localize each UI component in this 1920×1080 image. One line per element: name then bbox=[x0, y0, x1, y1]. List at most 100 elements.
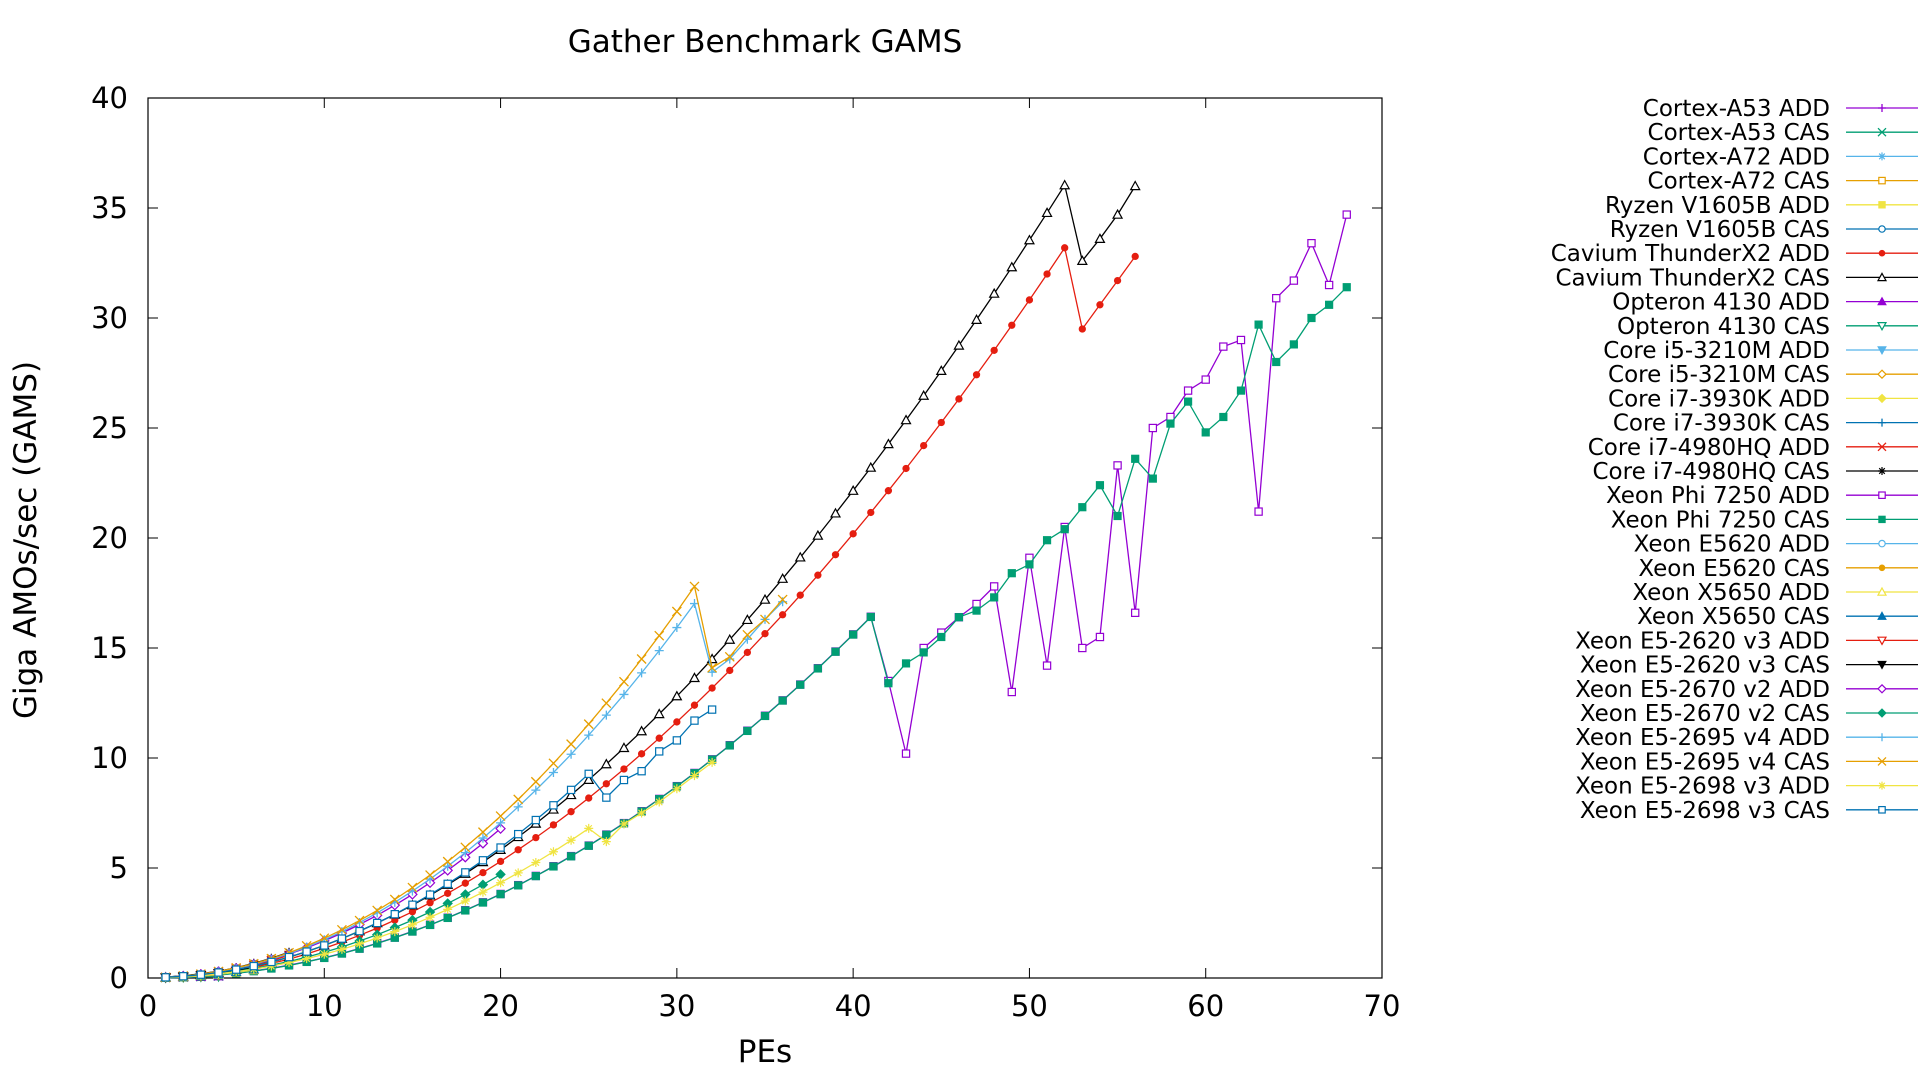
data-point bbox=[567, 808, 575, 816]
data-point bbox=[708, 684, 716, 692]
legend-item: Ryzen V1605B CAS bbox=[1610, 217, 1918, 243]
data-point bbox=[585, 794, 593, 802]
x-tick-label: 10 bbox=[306, 989, 343, 1023]
data-point bbox=[1078, 643, 1087, 653]
data-point bbox=[1043, 270, 1051, 278]
data-point bbox=[831, 551, 840, 559]
data-point bbox=[988, 287, 1000, 298]
data-point bbox=[672, 784, 682, 794]
plot-border bbox=[147, 97, 1383, 979]
data-point bbox=[1307, 313, 1316, 323]
data-point bbox=[444, 889, 452, 897]
data-point bbox=[637, 668, 647, 678]
data-point bbox=[972, 606, 981, 615]
data-point bbox=[513, 802, 523, 812]
data-point bbox=[1025, 296, 1034, 304]
legend-item: Xeon E5-2695 v4 ADD bbox=[1575, 725, 1918, 751]
legend-item: Xeon E5620 CAS bbox=[1638, 556, 1918, 582]
data-point bbox=[813, 664, 822, 673]
legend-label: Xeon E5-2695 v4 CAS bbox=[1580, 749, 1830, 775]
data-point bbox=[1023, 234, 1035, 245]
legend-item: Core i5-3210M CAS bbox=[1608, 362, 1918, 388]
data-point bbox=[742, 629, 753, 640]
data-point bbox=[1254, 320, 1263, 329]
data-point bbox=[935, 365, 947, 375]
data-point bbox=[814, 571, 822, 579]
legend-item: Xeon E5-2670 v2 ADD bbox=[1575, 677, 1918, 703]
data-point bbox=[426, 899, 434, 907]
data-point bbox=[1059, 179, 1071, 190]
data-point bbox=[990, 346, 998, 354]
data-point bbox=[566, 785, 576, 795]
data-point bbox=[443, 904, 453, 914]
data-point bbox=[1112, 208, 1124, 219]
legend-label: Cortex-A72 ADD bbox=[1643, 144, 1830, 170]
data-point bbox=[671, 606, 682, 617]
data-point bbox=[1877, 660, 1887, 670]
data-point bbox=[1877, 393, 1887, 404]
data-point bbox=[407, 920, 417, 930]
data-point bbox=[514, 881, 523, 890]
data-point bbox=[901, 749, 911, 758]
data-point bbox=[461, 879, 469, 887]
data-point bbox=[179, 972, 188, 981]
series-xeon-e5-2698-v3-cas bbox=[161, 705, 717, 982]
data-point bbox=[829, 507, 842, 518]
data-point bbox=[741, 614, 753, 625]
data-point bbox=[1025, 560, 1034, 569]
data-point bbox=[743, 726, 752, 736]
data-point bbox=[1094, 233, 1106, 243]
data-point bbox=[689, 581, 700, 592]
data-point bbox=[336, 924, 347, 935]
data-point bbox=[1272, 294, 1281, 303]
data-point bbox=[514, 846, 522, 854]
legend-item: Xeon Phi 7250 ADD bbox=[1606, 483, 1918, 509]
legend-item: Xeon E5-2695 v4 CAS bbox=[1580, 749, 1918, 775]
data-point bbox=[495, 869, 506, 880]
data-point bbox=[548, 768, 558, 778]
data-point bbox=[320, 941, 329, 950]
y-tick-label: 10 bbox=[91, 741, 128, 775]
data-point bbox=[460, 896, 470, 906]
data-point bbox=[654, 646, 664, 656]
legend-item: Cortex-A53 ADD bbox=[1643, 96, 1918, 122]
data-point bbox=[937, 418, 945, 427]
series-cavium-thunderx2-add bbox=[161, 244, 1139, 982]
data-point bbox=[565, 789, 577, 800]
data-point bbox=[461, 906, 470, 915]
data-point bbox=[477, 827, 488, 838]
legend-item: Cortex-A53 CAS bbox=[1648, 120, 1918, 146]
data-point bbox=[284, 952, 294, 962]
data-point bbox=[884, 487, 893, 495]
data-point bbox=[372, 918, 382, 928]
data-point bbox=[496, 878, 506, 888]
data-point bbox=[900, 414, 912, 425]
series-cavium-thunderx2-cas bbox=[160, 179, 1141, 982]
data-point bbox=[655, 747, 664, 756]
data-point bbox=[1342, 210, 1351, 219]
data-point bbox=[601, 710, 611, 720]
y-tick-label: 15 bbox=[91, 631, 128, 665]
legend-item: Core i7-4980HQ CAS bbox=[1592, 459, 1918, 485]
data-point bbox=[867, 508, 875, 517]
data-point bbox=[1041, 207, 1053, 218]
data-point bbox=[548, 847, 558, 857]
legend-label: Xeon E5-2620 v3 CAS bbox=[1580, 653, 1830, 679]
legend-label: Xeon E5-2695 v4 ADD bbox=[1575, 725, 1830, 751]
data-point bbox=[619, 676, 629, 687]
series-xeon-e5-2695-v4-add bbox=[161, 597, 788, 982]
data-point bbox=[1096, 301, 1104, 309]
data-point bbox=[1878, 564, 1886, 572]
data-point bbox=[478, 833, 488, 843]
data-point bbox=[549, 862, 558, 871]
data-point bbox=[1201, 428, 1210, 437]
data-point bbox=[725, 741, 734, 750]
legend-label: Core i5-3210M ADD bbox=[1603, 338, 1830, 364]
data-point bbox=[355, 939, 365, 949]
data-point bbox=[1878, 225, 1886, 233]
data-point bbox=[953, 339, 965, 350]
x-tick-label: 20 bbox=[482, 989, 519, 1023]
data-point bbox=[532, 833, 540, 842]
